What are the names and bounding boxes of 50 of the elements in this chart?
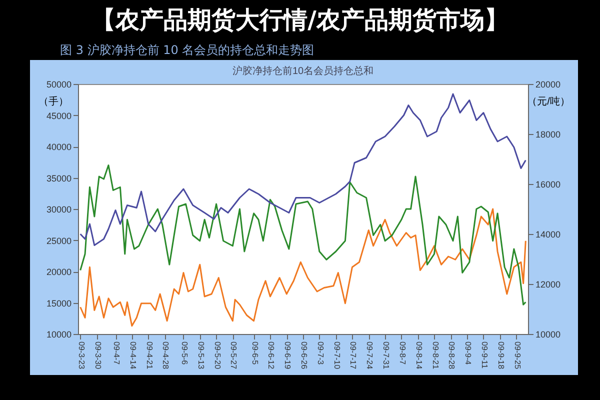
y2-tick-label: 14000 (536, 230, 561, 240)
y-tick-label: 30000 (46, 204, 72, 214)
x-tick-label: 09-5-13 (196, 342, 206, 370)
x-tick-label: 09-9-18 (496, 342, 506, 370)
y-tick-label: 10000 (46, 330, 72, 340)
x-tick-label: 09-3-23 (76, 342, 86, 370)
y-tick-label: 35000 (46, 173, 72, 184)
y-tick-label: 15000 (46, 298, 72, 308)
x-tick-label: 09-9-25 (512, 342, 522, 370)
line-series (80, 208, 526, 327)
line-series (80, 164, 526, 306)
y2-tick-label: 20000 (536, 80, 561, 90)
x-tick-label: 09-6-12 (266, 342, 276, 370)
y2-tick-label: 12000 (536, 280, 561, 290)
x-tick-label: 09-4-7 (112, 342, 121, 366)
x-tick-label: 09-7-17 (348, 342, 358, 370)
x-tick-label: 09-6-19 (283, 342, 292, 370)
x-tick-label: 09-5-20 (212, 342, 222, 370)
y2-tick-label: 18000 (536, 130, 561, 140)
x-tick-label: 09-6-5 (250, 342, 260, 366)
chart-title: 沪胶净持仓前10名会员持仓总和 (232, 65, 374, 77)
y-axis-title: （手） (38, 96, 68, 108)
x-tick-label: 09-3-30 (93, 342, 102, 370)
y2-axis-title: （元/吨） (527, 96, 570, 108)
x-tick-label: 09-8-14 (414, 342, 424, 370)
x-tick-label: 09-8-21 (430, 342, 440, 370)
x-tick-label: 09-5-27 (229, 342, 238, 370)
x-tick-label: 09-7-24 (365, 342, 374, 370)
x-tick-label: 09-8-7 (398, 342, 407, 366)
text: 【农产品期货大行情/农产品期货市场】 (90, 5, 510, 36)
y-tick-label: 20000 (46, 267, 72, 277)
x-tick-label: 09-9-11 (480, 342, 489, 370)
x-tick-label: 09-7-31 (382, 342, 391, 370)
x-tick-label: 09-8-28 (447, 342, 456, 370)
y-tick-label: 45000 (46, 110, 72, 121)
y-tick-label: 40000 (46, 142, 72, 152)
chart-subtitle: 图 3 沪胶净持仓前 10 名会员的持仓总和走势图 (59, 42, 316, 59)
x-tick-label: 09-7-10 (332, 342, 342, 370)
x-tick-label: 09-4-28 (161, 342, 170, 370)
line-series (80, 93, 526, 246)
x-tick-label: 09-6-26 (300, 342, 308, 370)
y-tick-label: 50000 (46, 80, 72, 90)
x-tick-label: 09-4-21 (144, 342, 154, 370)
x-tick-label: 09-4-14 (128, 342, 138, 370)
y-tick-label: 25000 (46, 236, 72, 246)
x-tick-label: 09-9-4 (464, 342, 473, 366)
y2-tick-label: 10000 (536, 330, 561, 340)
y2-tick-label: 16000 (536, 180, 561, 190)
x-tick-label: 09-7-3 (316, 342, 325, 366)
x-tick-label: 09-5-6 (180, 342, 189, 366)
